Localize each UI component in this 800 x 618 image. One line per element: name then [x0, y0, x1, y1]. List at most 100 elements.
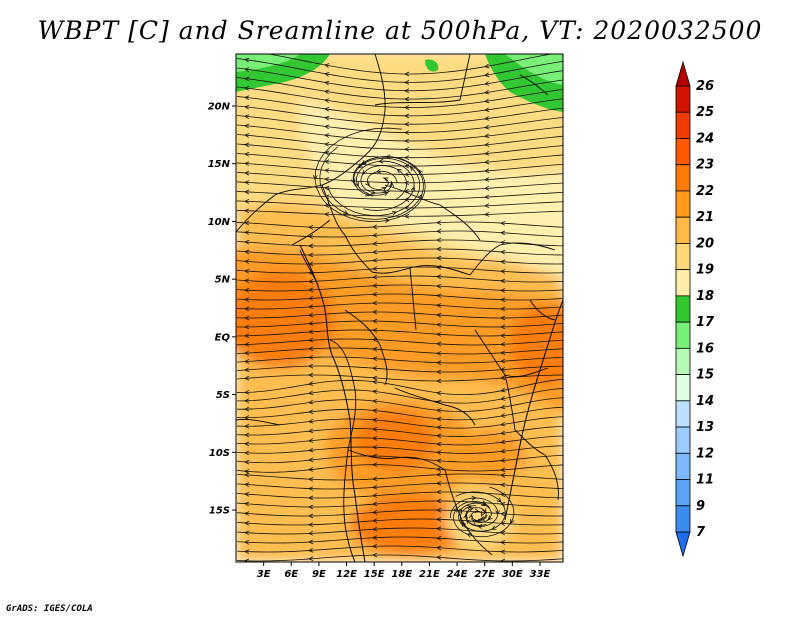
- streamline-arrow: [372, 501, 378, 507]
- longitude-axis: 3E 6E 9E 12E 15E 18E 21E 24E 27E 30E 33E: [257, 562, 551, 580]
- streamline-arrow: [436, 255, 442, 261]
- streamline-arrow: [324, 106, 330, 112]
- streamline-arrow: [308, 504, 314, 510]
- streamline: [455, 491, 506, 532]
- colorbar-swatch: [675, 111, 691, 139]
- streamline: [236, 329, 563, 337]
- streamline-arrow: [324, 89, 330, 95]
- streamline-arrow: [404, 188, 410, 194]
- streamline-arrow: [436, 332, 442, 337]
- streamline-arrow: [436, 312, 442, 318]
- streamline-arrow: [500, 324, 506, 330]
- streamline-arrow: [244, 239, 250, 245]
- streamline-arrow: [500, 558, 506, 562]
- streamline: [236, 406, 563, 421]
- streamline-arrow: [484, 142, 490, 147]
- streamline: [236, 527, 563, 535]
- streamline: [236, 338, 563, 346]
- streamline-arrow: [308, 399, 314, 405]
- streamline-arrow: [500, 230, 506, 236]
- streamline-arrow: [404, 146, 410, 152]
- streamline-arrow: [500, 249, 506, 255]
- streamline-arrow: [484, 116, 490, 121]
- streamline-arrow: [396, 168, 402, 174]
- streamline: [236, 482, 563, 490]
- streamline-arrow: [436, 545, 442, 551]
- streamline-arrow: [500, 439, 506, 445]
- streamline: [236, 181, 563, 192]
- streamline: [236, 86, 563, 108]
- streamline-arrow: [436, 322, 442, 328]
- streamline-arrow: [308, 346, 314, 352]
- streamline-arrow: [244, 230, 250, 235]
- streamline-arrow: [372, 389, 378, 395]
- streamline: [236, 435, 563, 446]
- streamline-arrow: [308, 354, 314, 360]
- streamline: [236, 230, 563, 238]
- streamline-arrow: [500, 540, 506, 545]
- streamline: [236, 356, 563, 364]
- lat-tick-label: 15N: [208, 159, 231, 170]
- streamline-arrow: [510, 518, 515, 525]
- streamline-arrow: [244, 199, 250, 204]
- colorbar-swatch: [675, 243, 691, 271]
- streamline-arrow: [372, 337, 378, 343]
- streamline-arrow: [372, 453, 378, 459]
- streamline-arrow: [436, 378, 442, 384]
- streamline-arrow: [244, 389, 250, 395]
- streamline: [355, 160, 415, 211]
- streamline: [236, 115, 563, 133]
- border-line: [343, 449, 356, 562]
- streamline-arrow: [372, 379, 378, 385]
- streamline-arrow: [436, 293, 442, 299]
- streamline: [236, 388, 563, 404]
- streamline-arrow: [244, 450, 250, 456]
- streamline-arrow: [308, 467, 314, 472]
- streamline-arrow: [500, 350, 506, 356]
- colorbar-swatch: [675, 426, 691, 454]
- streamline-arrow: [410, 186, 416, 192]
- streamline-arrow: [436, 433, 442, 439]
- colorbar-label: 15: [696, 368, 714, 383]
- colorbar-swatch: [675, 138, 691, 166]
- streamline-arrow: [365, 181, 370, 187]
- streamline-arrow: [372, 476, 378, 482]
- lon-tick-label: 24E: [447, 569, 468, 580]
- streamline-arrow: [500, 333, 506, 338]
- streamline-arrow: [457, 508, 463, 514]
- streamline-arrow: [372, 552, 378, 558]
- streamline-arrow: [436, 467, 442, 472]
- colorbar-label: 12: [696, 446, 714, 461]
- streamline-arrow: [324, 72, 330, 77]
- streamline-arrow: [384, 218, 391, 223]
- streamline-arrow: [484, 203, 490, 209]
- lon-tick-label: 27E: [474, 569, 495, 580]
- streamline: [236, 320, 563, 328]
- streamline: [453, 486, 515, 538]
- streamline-arrow: [372, 535, 378, 540]
- streamline-arrow: [436, 489, 442, 495]
- streamline-arrow: [324, 63, 330, 68]
- border-line: [394, 387, 476, 426]
- streamline-arrow: [244, 520, 250, 526]
- streamline-arrow: [308, 337, 314, 343]
- streamline-arrow: [436, 283, 442, 289]
- colorbar-swatch: [675, 190, 691, 218]
- streamline-arrow: [308, 295, 314, 301]
- streamline-arrow: [324, 133, 330, 138]
- colorbar-label: 21: [696, 210, 714, 225]
- streamline: [236, 554, 563, 562]
- streamline: [236, 284, 563, 292]
- streamline-arrow: [244, 76, 250, 82]
- streamline-arrow: [365, 191, 371, 197]
- streamline-arrow: [244, 57, 250, 63]
- lon-tick-label: 12E: [336, 569, 357, 580]
- streamline: [266, 54, 554, 75]
- streamline-arrow: [324, 176, 330, 182]
- streamline-arrow: [436, 517, 442, 522]
- streamline: [236, 293, 563, 301]
- streamline-arrow: [436, 408, 442, 413]
- border-line: [444, 469, 493, 556]
- streamline: [236, 172, 563, 184]
- streamline-arrow: [308, 556, 314, 562]
